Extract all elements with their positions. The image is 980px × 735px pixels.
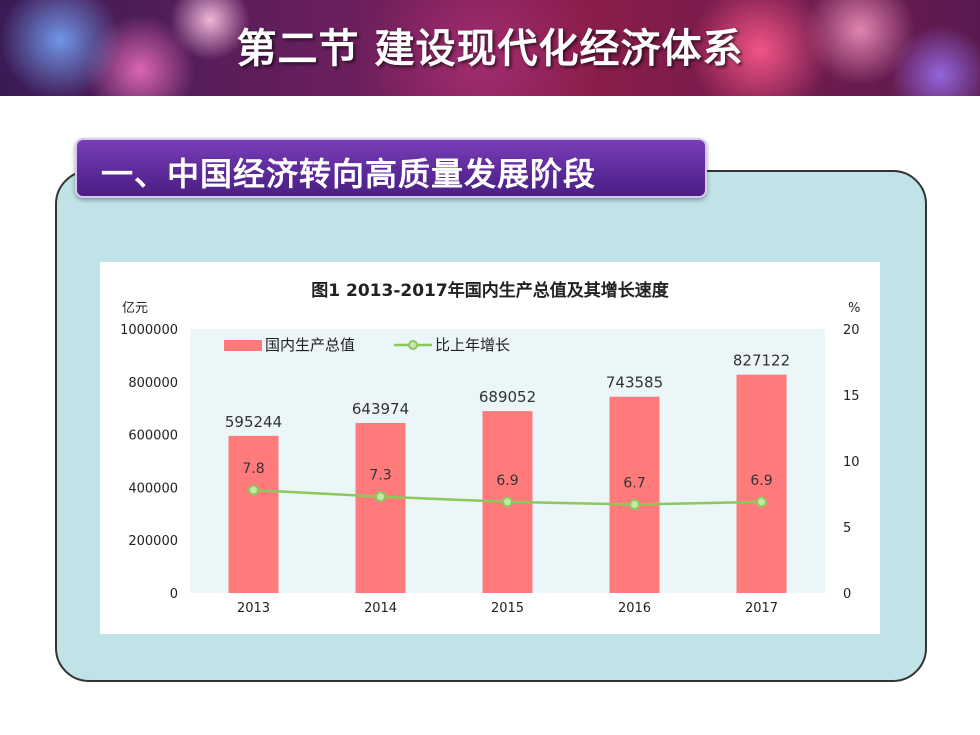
- gdp-bar: [609, 396, 660, 593]
- gdp-bar-label: 827122: [733, 352, 790, 370]
- y-right-tick-label: 20: [843, 323, 860, 338]
- header-banner: 第二节 建设现代化经济体系: [0, 0, 980, 96]
- chart-title: 图1 2013-2017年国内生产总值及其增长速度: [311, 281, 669, 301]
- y-right-tick-label: 10: [843, 455, 860, 470]
- growth-point: [375, 491, 386, 503]
- legend-growth-label: 比上年增长: [435, 336, 510, 354]
- growth-point: [248, 484, 259, 496]
- section-heading-label: 一、中国经济转向高质量发展阶段: [101, 155, 597, 193]
- y-left-tick-label: 800000: [128, 376, 178, 391]
- x-tick-label: 2016: [618, 601, 651, 616]
- growth-point-label: 7.8: [242, 461, 264, 477]
- gdp-bar-label: 595244: [225, 413, 282, 431]
- growth-point-label: 6.9: [496, 473, 518, 489]
- gdp-bar-label: 743585: [606, 374, 663, 392]
- y-left-tick-label: 600000: [128, 429, 178, 444]
- page-title: 第二节 建设现代化经济体系: [236, 26, 744, 72]
- y-right-tick-label: 15: [843, 389, 860, 404]
- y-left-tick-label: 200000: [128, 534, 178, 549]
- growth-point-label: 6.7: [623, 476, 645, 492]
- gdp-bar: [228, 435, 279, 593]
- y-right-tick-label: 5: [843, 521, 851, 536]
- legend-growth-marker: [408, 340, 418, 350]
- growth-point: [756, 496, 767, 508]
- x-tick-label: 2014: [364, 601, 397, 616]
- y-left-tick-label: 1000000: [120, 323, 178, 338]
- growth-point-label: 6.9: [750, 473, 772, 489]
- y-left-tick-label: 0: [170, 587, 178, 602]
- growth-point: [502, 496, 513, 508]
- gdp-bar: [355, 422, 406, 593]
- gdp-bar: [736, 374, 787, 593]
- y-left-unit: 亿元: [122, 301, 148, 316]
- x-tick-label: 2017: [745, 601, 778, 616]
- y-left-tick-label: 400000: [128, 481, 178, 496]
- growth-point-label: 7.3: [369, 468, 391, 484]
- section-heading: 一、中国经济转向高质量发展阶段: [75, 138, 707, 198]
- growth-point: [629, 499, 640, 511]
- legend-gdp-swatch: [224, 340, 262, 351]
- gdp-bar-label: 689052: [479, 388, 536, 406]
- x-tick-label: 2015: [491, 601, 524, 616]
- x-tick-label: 2013: [237, 601, 270, 616]
- y-right-unit: %: [848, 301, 860, 316]
- gdp-bar-label: 643974: [352, 400, 409, 418]
- y-right-tick-label: 0: [843, 587, 851, 602]
- legend-gdp-label: 国内生产总值: [265, 336, 355, 354]
